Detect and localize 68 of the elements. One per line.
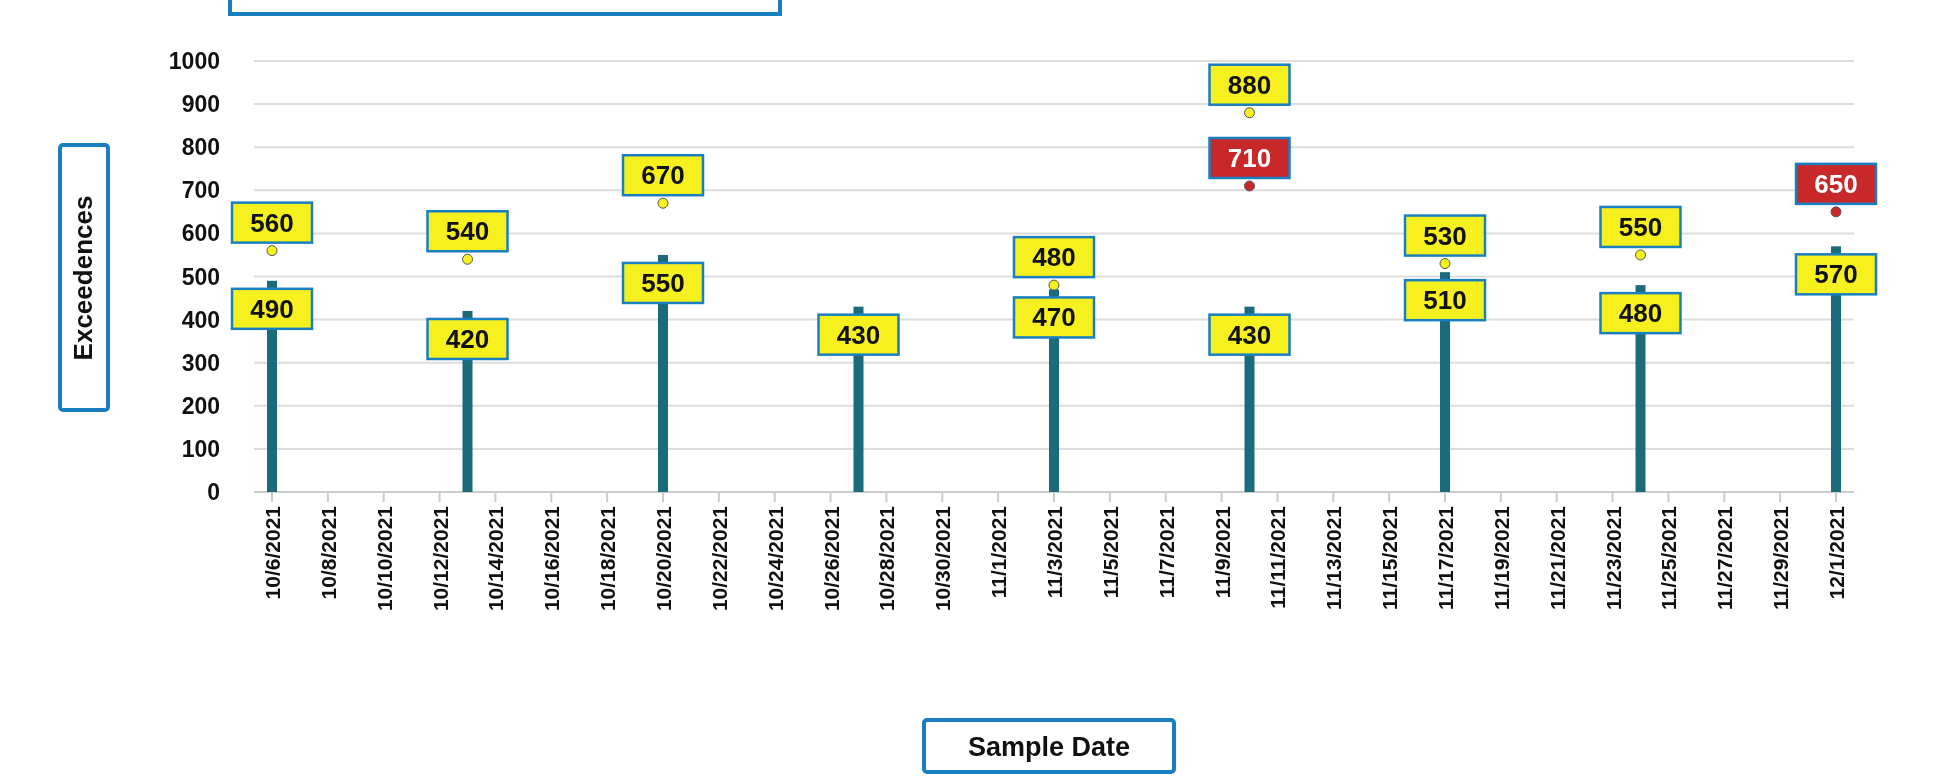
x-tick-label: 10/10/2021 [372,505,396,612]
data-label: 540 [445,216,490,247]
data-label: 430 [836,319,881,350]
data-label: 880 [1227,69,1272,100]
x-tick-label: 11/17/2021 [1434,505,1457,610]
data-label: 480 [1618,298,1663,329]
point [657,197,669,209]
x-tick-label: 11/11/2021 [1266,505,1290,609]
x-tick-label: 10/22/2021 [707,505,731,612]
x-tick-label: 11/27/2021 [1713,505,1737,610]
y-axis-title: Exceedences [68,195,98,361]
point [1244,107,1255,119]
x-tick-label: 11/7/2021 [1154,505,1178,599]
x-tick-label: 10/12/2021 [428,505,452,612]
x-tick-label: 10/26/2021 [819,505,843,612]
data-label: 570 [1814,259,1858,290]
y-tick-label: 500 [181,263,220,290]
point [462,253,473,265]
y-tick-label: 1000 [168,48,220,74]
x-tick-label: 11/13/2021 [1322,505,1346,610]
point [266,245,278,257]
x-tick-label: 10/16/2021 [540,505,564,612]
y-tick-label: 100 [181,435,220,462]
x-tick-label: 10/30/2021 [931,505,955,612]
point [1439,258,1451,270]
x-tick-label: 10/28/2021 [875,505,899,612]
y-tick-label: 800 [181,134,220,161]
x-tick-label: 10/20/2021 [652,505,675,612]
point [1635,249,1646,261]
data-label: 530 [1423,220,1467,251]
data-label: 510 [1423,285,1467,316]
data-label: 650 [1814,168,1858,199]
x-axis-title: Sample Date [967,732,1131,762]
x-tick-label: 11/19/2021 [1489,505,1513,610]
y-tick-label: 900 [181,91,220,118]
x-tick-label: 12/1/2021 [1825,505,1848,600]
x-tick-label: 11/9/2021 [1210,505,1234,599]
x-tick-label: 11/25/2021 [1657,505,1681,610]
data-label: 470 [1032,302,1076,333]
data-label: 490 [250,293,294,324]
data-label: 560 [250,207,294,238]
y-tick-label: 200 [181,392,220,419]
data-label: 420 [445,323,490,354]
x-tick-label: 10/6/2021 [261,505,284,600]
data-label: 480 [1032,242,1076,273]
x-tick-label: 11/15/2021 [1378,505,1402,610]
x-tick-label: 10/18/2021 [596,505,620,612]
y-tick-label: 0 [207,479,220,505]
x-tick-label: 11/1/2021 [987,505,1011,599]
x-tick-label: 10/14/2021 [484,505,508,612]
data-label: 710 [1227,142,1272,173]
y-tick-label: 600 [181,220,220,247]
x-tick-label: 11/29/2021 [1769,505,1793,610]
x-tick-label: 11/23/2021 [1601,505,1625,610]
y-tick-label: 700 [181,177,220,204]
data-label: 670 [641,160,685,191]
data-label: 550 [641,267,685,298]
point [1048,279,1060,291]
x-tick-label: 11/3/2021 [1043,505,1066,599]
data-label: 430 [1227,319,1272,350]
data-label: 550 [1618,211,1663,242]
x-tick-label: 10/8/2021 [316,505,340,600]
y-tick-label: 400 [181,306,220,333]
x-tick-label: 11/21/2021 [1545,505,1569,610]
x-tick-label: 11/5/2021 [1098,505,1122,599]
point [1244,180,1255,192]
y-tick-label: 300 [181,349,220,376]
x-tick-label: 10/24/2021 [763,505,787,612]
